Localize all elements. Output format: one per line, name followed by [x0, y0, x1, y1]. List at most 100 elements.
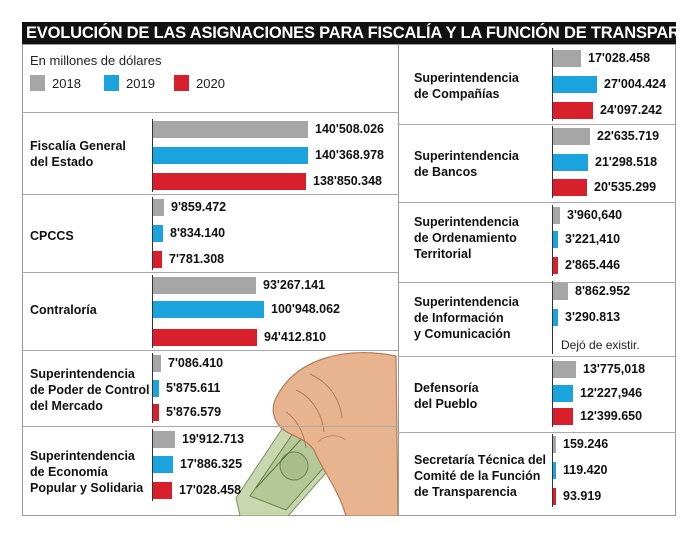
panel-separator — [398, 282, 676, 283]
data-label: 24'097.242 — [600, 103, 663, 117]
legend-label-2020: 2020 — [196, 76, 225, 91]
data-label: 94'412.810 — [264, 330, 327, 344]
data-label: 21'298.518 — [595, 155, 658, 169]
data-label: 12'399.650 — [580, 409, 643, 423]
bar-2020 — [553, 179, 587, 196]
bar-2020 — [153, 251, 162, 268]
bar-2020 — [553, 488, 556, 505]
legend-swatch-2020 — [174, 75, 189, 91]
data-label: 13'775,018 — [583, 362, 646, 376]
data-label: 5'875.611 — [166, 381, 221, 395]
bar-2019 — [553, 385, 573, 402]
bar-2020 — [553, 102, 593, 119]
category-axis-line — [552, 126, 553, 198]
bar-2019 — [153, 301, 264, 318]
bar-2019 — [553, 231, 558, 248]
category-label: Secretaría Técnica del Comité de la Func… — [414, 453, 547, 499]
category-label: Defensoría del Pueblo — [414, 381, 479, 411]
panel-separator — [398, 124, 676, 125]
data-label: 7'086.410 — [168, 356, 224, 370]
bar-2019 — [553, 76, 597, 93]
category-label: Superintendencia de Economía Popular y S… — [30, 449, 144, 495]
bar-2020 — [153, 173, 306, 190]
hand-icon — [272, 352, 398, 516]
category-axis-line — [152, 429, 153, 501]
data-label: 100'948.062 — [271, 302, 341, 316]
data-label: 138'850.348 — [313, 174, 383, 188]
bar-2019 — [553, 309, 558, 326]
data-label: 119.420 — [563, 463, 608, 477]
legend-swatch-2019 — [104, 75, 119, 91]
bar-2020 — [153, 482, 172, 499]
data-label: 3'290.813 — [565, 310, 621, 324]
bar-2018 — [153, 431, 175, 448]
data-label: 159.246 — [563, 437, 609, 451]
category-label: Superintendencia de Información y Comuni… — [414, 295, 519, 341]
panel-separator — [398, 202, 676, 203]
category-axis-line — [552, 205, 553, 276]
data-label: 140'508.026 — [315, 122, 385, 136]
data-label: 17'028.458 — [588, 51, 651, 65]
chart-subtitle: En millones de dólares — [30, 53, 162, 68]
bar-2019 — [553, 462, 556, 479]
data-label: 17'028.458 — [179, 483, 242, 497]
chart-title: EVOLUCIÓN DE LAS ASIGNACIONES PARA FISCA… — [22, 22, 676, 44]
data-label: 140'368.978 — [315, 148, 385, 162]
category-axis-line — [152, 119, 153, 192]
category-label: Contraloría — [30, 303, 97, 317]
bar-2018 — [553, 361, 576, 378]
data-label: 17'886.325 — [180, 457, 243, 471]
data-label: 12'227,946 — [580, 386, 643, 400]
bar-2018 — [153, 277, 256, 294]
data-label: 2'865.446 — [565, 258, 621, 272]
bar-2018 — [553, 207, 560, 224]
data-label: 19'912.713 — [182, 432, 245, 446]
panel-separator — [22, 426, 398, 427]
category-label: CPCCS — [30, 229, 74, 243]
panel-separator — [22, 194, 398, 195]
category-axis-line — [552, 359, 553, 427]
panel-separator — [22, 350, 398, 351]
data-label: 3'960,640 — [567, 208, 623, 222]
data-label: 5'876.579 — [166, 405, 222, 419]
bar-2018 — [553, 50, 581, 67]
bar-2019 — [153, 380, 159, 397]
data-label: 8'834.140 — [170, 226, 226, 240]
data-label: 3'221,410 — [565, 232, 621, 246]
category-label: Superintendencia de Bancos — [414, 149, 519, 179]
data-label: 27'004.424 — [604, 77, 667, 91]
category-axis-line — [152, 275, 153, 348]
bar-2020 — [553, 257, 558, 274]
column-divider — [398, 44, 399, 516]
category-label: Superintendencia de Compañías — [414, 71, 519, 101]
category-axis-line — [152, 353, 153, 423]
bar-2020 — [153, 329, 257, 346]
category-axis-line — [152, 197, 153, 270]
data-label: 20'535.299 — [594, 180, 657, 194]
category-axis-line — [552, 281, 553, 354]
bar-2020 — [553, 408, 573, 425]
category-label: Superintendencia de Ordenamiento Territo… — [414, 215, 519, 261]
bar-2018 — [553, 128, 590, 145]
data-label: 8'862.952 — [575, 284, 631, 298]
panel-separator — [22, 112, 398, 113]
bar-2019 — [153, 456, 173, 473]
category-axis-line — [552, 434, 553, 507]
category-label: Fiscalía General del Estado — [30, 139, 126, 169]
bar-2018 — [553, 283, 568, 300]
data-label: 22'635.719 — [597, 129, 660, 143]
panel-separator — [22, 272, 398, 273]
bar-2019 — [553, 154, 588, 171]
bar-2018 — [153, 199, 164, 216]
discontinued-note: Dejó de existir. — [561, 338, 640, 352]
legend-label-2018: 2018 — [52, 76, 81, 91]
data-label: 93.919 — [563, 489, 602, 503]
bar-2018 — [153, 355, 161, 372]
panel-separator — [398, 432, 676, 433]
data-label: 9'859.472 — [171, 200, 227, 214]
category-axis-line — [552, 48, 553, 121]
data-label: 7'781.308 — [169, 252, 225, 266]
bar-2018 — [553, 436, 556, 453]
legend-swatch-2018 — [30, 75, 45, 91]
bar-2019 — [153, 147, 308, 164]
